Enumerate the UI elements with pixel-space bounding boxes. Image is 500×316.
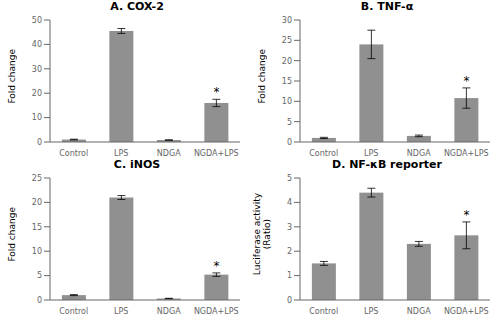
svg-text:NDGA: NDGA [157,149,181,158]
svg-text:0: 0 [287,138,292,147]
html-text:C. iNOS: C. iNOS [113,158,161,171]
svg-text:5: 5 [287,174,292,183]
svg-text:0: 0 [37,296,42,305]
svg-text:10: 10 [32,113,42,122]
svg-text:NGDA+LPS: NGDA+LPS [444,307,489,316]
html-text:Fold change: Fold change [7,48,17,104]
svg-text:0: 0 [287,296,292,305]
svg-text:10: 10 [32,247,42,256]
svg-text:3: 3 [287,223,292,232]
svg-text:20: 20 [32,198,42,207]
svg-text:*: * [463,74,469,88]
svg-text:NGDA+LPS: NGDA+LPS [194,149,239,158]
svg-text:Control: Control [309,149,338,158]
svg-text:10: 10 [282,97,292,106]
svg-text:LPS: LPS [364,307,378,316]
svg-text:Control: Control [59,149,88,158]
svg-text:NGDA+LPS: NGDA+LPS [194,307,239,316]
svg-text:40: 40 [32,40,42,49]
svg-text:LPS: LPS [114,307,128,316]
svg-text:50: 50 [32,16,42,25]
svg-text:30: 30 [32,65,42,74]
svg-text:2: 2 [287,247,292,256]
html-text:A. COX-2: A. COX-2 [110,0,164,13]
html-text:D. NF-κB reporter: D. NF-κB reporter [332,158,442,171]
svg-text:*: * [213,259,219,273]
svg-text:1: 1 [287,271,292,280]
svg-text:Control: Control [309,307,338,316]
svg-text:NDGA: NDGA [157,307,181,316]
html-text:Fold change: Fold change [257,48,267,104]
html-text:B. TNF-α: B. TNF-α [360,0,414,13]
html-text:Fold change: Fold change [7,206,17,262]
svg-text:0: 0 [37,138,42,147]
svg-text:LPS: LPS [114,149,128,158]
svg-text:25: 25 [282,36,292,45]
svg-text:NDGA: NDGA [407,149,431,158]
svg-text:5: 5 [287,118,292,127]
svg-text:25: 25 [32,174,42,183]
svg-text:LPS: LPS [364,149,378,158]
svg-text:20: 20 [282,57,292,66]
svg-text:*: * [213,85,219,99]
svg-text:15: 15 [282,77,292,86]
svg-text:4: 4 [287,198,292,207]
html-text:Luciferase activity (Ratio): Luciferase activity (Ratio) [252,192,272,276]
svg-text:*: * [463,208,469,222]
svg-text:15: 15 [32,223,42,232]
svg-text:NGDA+LPS: NGDA+LPS [444,149,489,158]
svg-text:NDGA: NDGA [407,307,431,316]
svg-text:30: 30 [282,16,292,25]
svg-text:Control: Control [59,307,88,316]
svg-text:5: 5 [37,271,42,280]
svg-text:20: 20 [32,89,42,98]
